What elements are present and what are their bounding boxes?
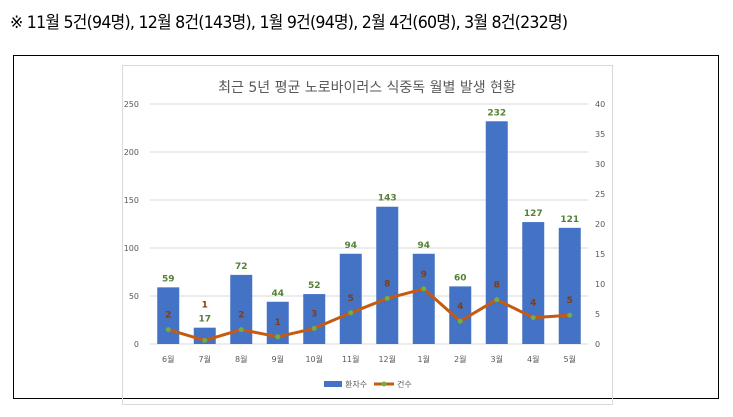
line-marker [421, 286, 427, 292]
line-marker [311, 325, 317, 331]
line-marker [567, 312, 573, 318]
right-axis-tick: 40 [595, 100, 605, 109]
bar-data-label: 17 [198, 315, 211, 325]
line-data-label: 2 [165, 311, 171, 321]
chart-frame [13, 55, 719, 399]
x-axis-tick: 9월 [272, 354, 284, 364]
line-marker [457, 318, 463, 324]
bar-data-label: 94 [344, 241, 357, 251]
line-marker [238, 327, 244, 333]
line-data-label: 2 [238, 311, 244, 321]
bar-data-label: 44 [271, 289, 284, 299]
right-axis-tick: 30 [595, 160, 605, 169]
line-data-label: 8 [384, 279, 390, 289]
bar-data-label: 232 [487, 108, 506, 118]
bar [522, 222, 545, 344]
bar [303, 294, 326, 344]
bar [230, 274, 253, 344]
left-axis-tick: 100 [124, 244, 139, 253]
legend-label: 환자수 [345, 379, 367, 389]
bar [412, 253, 435, 344]
bar-data-label: 60 [454, 273, 467, 283]
left-axis-tick: 200 [124, 148, 139, 157]
x-axis-tick: 3월 [491, 354, 503, 364]
left-axis-tick: 150 [124, 196, 139, 205]
legend-bar-swatch [324, 381, 342, 387]
footnote-text: ※ 11월 5건(94명), 12월 8건(143명), 1월 9건(94명),… [10, 13, 568, 33]
right-axis-tick: 10 [595, 280, 605, 289]
right-axis-tick: 5 [595, 310, 600, 319]
bar-data-label: 143 [378, 194, 397, 204]
bar-data-label: 59 [162, 274, 175, 284]
x-axis-tick: 7월 [199, 354, 211, 364]
bar-data-label: 121 [560, 215, 579, 225]
line-data-label: 3 [311, 309, 317, 319]
bar [266, 301, 289, 344]
chart-area [122, 65, 613, 405]
line-marker [384, 295, 390, 301]
bar [485, 121, 508, 344]
left-axis-tick: 0 [134, 340, 139, 349]
line-marker [275, 334, 281, 340]
legend-label: 건수 [397, 379, 412, 389]
line-data-label: 4 [457, 302, 463, 312]
right-axis-tick: 15 [595, 250, 605, 259]
bar-data-label: 72 [235, 262, 248, 272]
x-axis-tick: 4월 [527, 354, 539, 364]
x-axis-tick: 2월 [454, 354, 466, 364]
line-data-label: 1 [275, 318, 281, 328]
line-marker [530, 315, 536, 321]
line-data-label: 5 [348, 294, 354, 304]
bar-data-label: 52 [308, 281, 321, 291]
right-axis-tick: 35 [595, 130, 605, 139]
line-marker [348, 310, 354, 316]
bar-data-label: 127 [524, 209, 543, 219]
bar [339, 253, 362, 344]
line-series [167, 287, 570, 342]
right-axis-tick: 25 [595, 190, 605, 199]
x-axis-tick: 5월 [564, 354, 576, 364]
left-axis-tick: 50 [129, 292, 139, 301]
bar [558, 227, 581, 344]
chart-title: 최근 5년 평균 노로바이러스 식중독 월별 발생 현황 [218, 80, 516, 96]
line-data-label: 9 [421, 270, 427, 280]
line-marker [202, 337, 208, 343]
line-data-label: 4 [530, 299, 536, 309]
x-axis-tick: 1월 [418, 354, 430, 364]
x-axis-tick: 11월 [342, 354, 360, 364]
line-data-label: 8 [494, 281, 500, 291]
left-axis-tick: 250 [124, 100, 139, 109]
bar-data-label: 94 [417, 241, 430, 251]
bar [376, 206, 399, 344]
x-axis-tick: 6월 [162, 354, 174, 364]
right-axis-tick: 20 [595, 220, 605, 229]
bar [449, 286, 472, 344]
line-marker [165, 327, 171, 333]
right-axis-tick: 0 [595, 340, 600, 349]
line-data-label: 1 [202, 301, 208, 311]
line-data-label: 5 [567, 296, 573, 306]
line-marker [494, 297, 500, 303]
x-axis-tick: 10월 [305, 354, 323, 364]
legend-line-marker [381, 381, 387, 387]
x-axis-tick: 8월 [235, 354, 247, 364]
x-axis-tick: 12월 [378, 354, 396, 364]
